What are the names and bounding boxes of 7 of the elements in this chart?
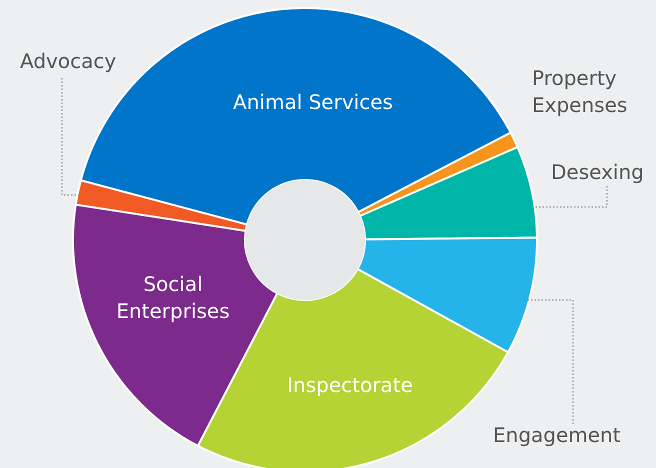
slice-label: Property Expenses (532, 66, 628, 118)
slice-label: Social Enterprises (116, 272, 230, 324)
slice-label: Inspectorate (287, 373, 413, 398)
slice-label: Engagement (493, 423, 621, 448)
slice-label: Desexing (551, 160, 644, 184)
slice-label: Animal Services (233, 90, 393, 114)
slice-label: Advocacy (20, 49, 116, 74)
